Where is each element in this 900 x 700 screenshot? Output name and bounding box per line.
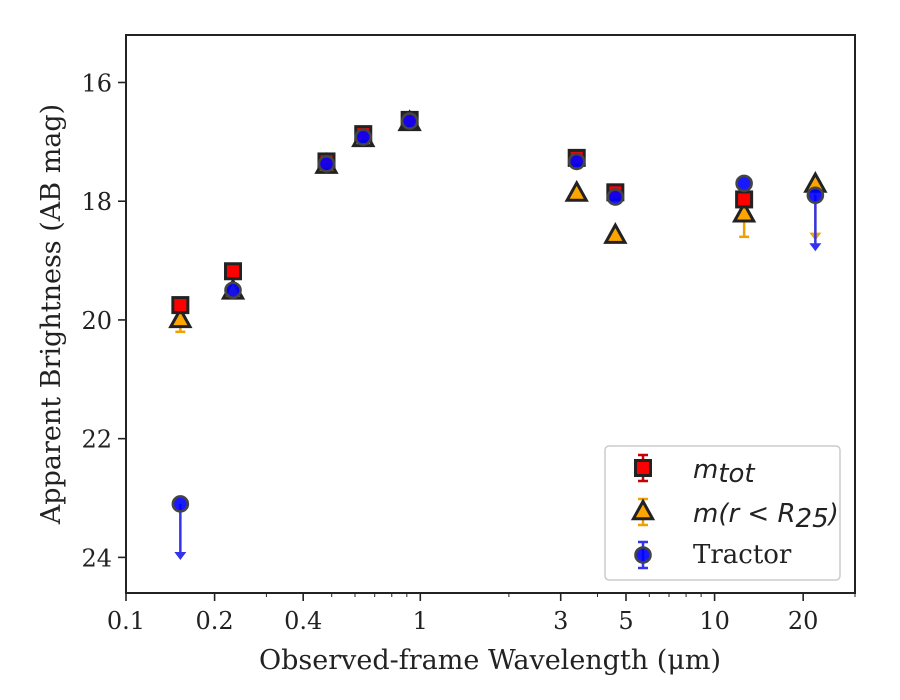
x-tick-label: 20 bbox=[788, 607, 819, 635]
circle-limit-arrow bbox=[174, 551, 187, 560]
legend: mtot m(r < R25) Tractor bbox=[604, 445, 841, 581]
circle-point bbox=[735, 174, 753, 193]
legend-square-symbol bbox=[634, 459, 652, 477]
square-point bbox=[224, 262, 243, 281]
square-marker bbox=[735, 190, 754, 209]
triangle-point bbox=[564, 179, 589, 202]
square-marker bbox=[171, 296, 190, 315]
data-points bbox=[168, 109, 828, 560]
circle-point bbox=[567, 152, 586, 171]
circle-marker bbox=[171, 495, 190, 513]
x-tick-label: 0.2 bbox=[196, 607, 234, 635]
circle-marker bbox=[317, 155, 336, 173]
square-marker bbox=[224, 262, 243, 281]
circle-limit-arrow bbox=[809, 243, 822, 252]
axis-ticks: 0.1 0.2 0.4 1 3 5 10 20 16 18 20 22 24 bbox=[81, 69, 856, 635]
x-tick-label: 5 bbox=[618, 607, 633, 635]
circle-point bbox=[171, 495, 190, 560]
legend-markers bbox=[630, 453, 656, 570]
x-tick-label: 10 bbox=[699, 607, 730, 635]
circle-marker bbox=[606, 188, 625, 206]
legend-box bbox=[604, 445, 841, 581]
x-axis-label: Observed-frame Wavelength (μm) bbox=[259, 645, 721, 676]
circle-point bbox=[806, 186, 825, 252]
circle-marker bbox=[224, 281, 242, 300]
legend-circle-marker bbox=[634, 540, 652, 570]
y-tick-label: 24 bbox=[81, 544, 112, 572]
x-tick-label: 3 bbox=[553, 607, 568, 635]
square-point bbox=[171, 296, 190, 315]
circle-marker bbox=[806, 186, 825, 205]
circle-point bbox=[354, 128, 373, 146]
x-tick-label: 1 bbox=[413, 607, 428, 635]
legend-triangle-marker bbox=[630, 497, 656, 527]
y-tick-label: 18 bbox=[81, 188, 112, 216]
square-point bbox=[735, 190, 754, 209]
x-tick-label: 0.4 bbox=[284, 607, 322, 635]
circle-marker bbox=[735, 174, 753, 193]
circle-point bbox=[224, 281, 242, 300]
triangle-point bbox=[603, 221, 628, 244]
circle-point bbox=[400, 112, 419, 130]
y-tick-label: 20 bbox=[81, 307, 112, 335]
y-tick-label: 16 bbox=[81, 69, 112, 97]
plot-frame bbox=[125, 34, 856, 594]
triangle-marker bbox=[731, 200, 757, 223]
triangle-marker bbox=[168, 306, 193, 329]
circle-point bbox=[606, 188, 625, 206]
circle-marker bbox=[400, 112, 419, 130]
triangle-marker bbox=[564, 179, 589, 202]
circle-point bbox=[317, 155, 336, 173]
legend-label-tractor: Tractor bbox=[693, 540, 792, 570]
triangle-marker bbox=[603, 221, 628, 244]
legend-square-marker bbox=[634, 453, 652, 483]
x-tick-label: 0.1 bbox=[107, 607, 145, 635]
legend-circle-symbol bbox=[634, 546, 652, 564]
y-axis-label: Apparent Brightness (AB mag) bbox=[36, 104, 67, 525]
circle-marker bbox=[354, 128, 373, 146]
legend-label-mtot: mtot bbox=[693, 455, 755, 489]
y-tick-label: 22 bbox=[81, 426, 112, 454]
circle-marker bbox=[567, 152, 586, 171]
legend-triangle-symbol bbox=[630, 498, 656, 521]
legend-label-m-r25: m(r < R25) bbox=[693, 499, 839, 534]
